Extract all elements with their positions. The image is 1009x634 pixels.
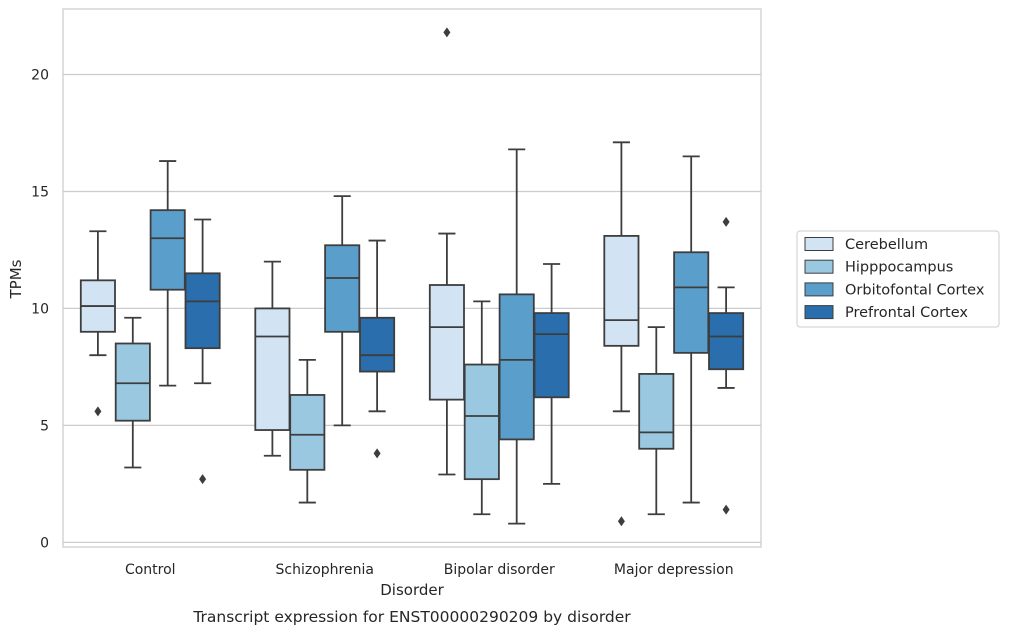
box-3-3 — [708, 216, 745, 515]
box-body — [184, 272, 221, 350]
box-body — [533, 312, 570, 399]
outlier-point-1 — [722, 504, 730, 515]
legend-swatch-0 — [804, 237, 834, 251]
box-1-1 — [289, 358, 326, 504]
box-1-3 — [359, 239, 396, 459]
outlier-point-0 — [373, 448, 381, 459]
box-3-2 — [673, 155, 710, 504]
box-2-3 — [533, 263, 570, 485]
y-tick-label-0: 0 — [40, 535, 49, 551]
x-tick-label-3: Major depression — [614, 562, 734, 578]
y-tick-label-4: 20 — [31, 67, 49, 83]
chart-caption: Transcript expression for ENST0000029020… — [192, 608, 631, 626]
x-tick-label-1: Schizophrenia — [276, 562, 374, 578]
legend: Cerebellum Hipppocampus Orbitofontal Corte… — [796, 230, 1000, 328]
box-body — [463, 363, 500, 481]
y-tick-label-3: 15 — [31, 184, 49, 200]
boxes — [79, 27, 745, 527]
y-tick-label-2: 10 — [31, 301, 49, 317]
box-3-1 — [638, 326, 675, 516]
box-2-0 — [428, 27, 465, 476]
legend-swatch-1 — [804, 259, 834, 274]
outlier-point-0 — [443, 27, 451, 38]
legend-label-1: Hipppocampus — [845, 260, 953, 276]
box-body — [149, 209, 186, 291]
box-body — [708, 312, 745, 371]
box-0-2 — [149, 160, 186, 387]
box-2-1 — [463, 300, 500, 516]
x-tick-labels: Control Schizophrenia Bipolar disorder Majo… — [125, 562, 734, 578]
box-1-0 — [254, 260, 291, 457]
box-body — [603, 234, 640, 347]
legend-label-2: Orbitofontal Cortex — [845, 282, 985, 298]
box-body — [359, 316, 396, 373]
outlier-point-0 — [617, 516, 625, 527]
box-body — [673, 251, 710, 354]
box-0-3 — [184, 218, 221, 485]
box-body — [638, 373, 675, 450]
legend-swatch-2 — [804, 282, 834, 297]
box-3-0 — [603, 141, 640, 527]
box-body — [114, 342, 151, 422]
legend-label-3: Prefrontal Cortex — [845, 305, 968, 321]
box-0-1 — [114, 316, 151, 469]
y-tick-label-1: 5 — [40, 418, 49, 434]
outlier-point-0 — [722, 216, 730, 227]
y-tick-labels: 0 5 10 15 20 — [31, 67, 49, 551]
outlier-point-0 — [94, 406, 102, 417]
legend-label-0: Cerebellum — [845, 237, 928, 253]
y-axis-label: TPMs — [7, 259, 25, 299]
box-body — [498, 293, 535, 441]
legend-swatch-3 — [804, 305, 834, 320]
box-1-2 — [324, 195, 361, 427]
box-body — [428, 284, 465, 401]
box-body — [254, 307, 291, 431]
outlier-point-0 — [199, 474, 207, 485]
plot-frame — [62, 8, 762, 548]
box-0-0 — [79, 230, 116, 417]
box-2-2 — [498, 148, 535, 525]
box-body — [324, 244, 361, 333]
x-tick-label-0: Control — [125, 562, 176, 578]
x-axis-label: Disorder — [380, 581, 444, 599]
x-tick-label-2: Bipolar disorder — [444, 562, 555, 578]
box-body — [289, 394, 326, 471]
legend-frame — [796, 230, 1000, 328]
